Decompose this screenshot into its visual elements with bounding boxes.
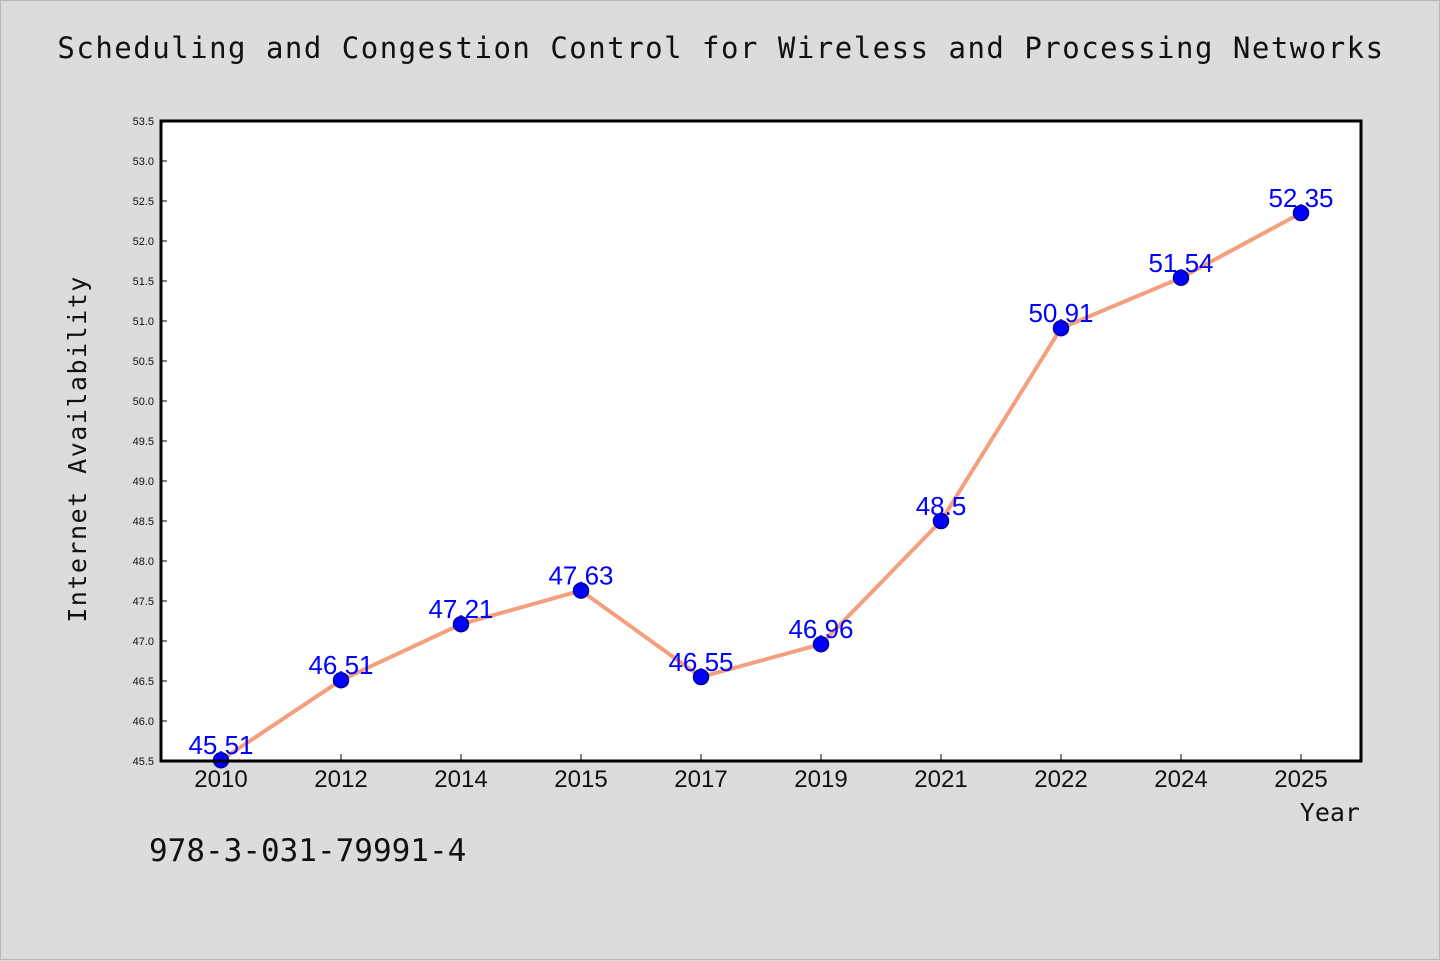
x-tick-label: 2024 bbox=[1154, 766, 1207, 793]
data-point bbox=[1292, 204, 1310, 222]
y-tick-label: 49.5 bbox=[133, 436, 154, 448]
y-tick-label: 48.5 bbox=[133, 516, 154, 528]
x-tick-label: 2015 bbox=[554, 766, 607, 793]
data-point bbox=[572, 582, 590, 599]
y-tick-label: 45.5 bbox=[133, 756, 154, 768]
data-label: 45.51 bbox=[188, 730, 253, 760]
data-point bbox=[692, 668, 710, 686]
y-tick-label: 53.0 bbox=[133, 156, 154, 168]
x-tick-label: 2017 bbox=[674, 766, 727, 793]
y-tick-label: 49.0 bbox=[133, 476, 154, 488]
data-label: 46.51 bbox=[308, 650, 373, 680]
y-tick-label: 52.0 bbox=[133, 236, 154, 248]
series-line bbox=[219, 211, 1303, 763]
y-tick-label: 48.0 bbox=[133, 556, 154, 568]
y-tick-label: 46.5 bbox=[133, 676, 154, 688]
x-tick-label: 2022 bbox=[1034, 766, 1087, 793]
y-tick-label: 51.5 bbox=[133, 276, 154, 288]
y-tick-label: 51.0 bbox=[133, 316, 154, 328]
data-label: 46.96 bbox=[788, 614, 853, 644]
plot-area bbox=[161, 121, 1361, 761]
y-axis-title: Internet Availability bbox=[63, 275, 92, 623]
y-tick-label: 47.0 bbox=[133, 636, 154, 648]
data-point bbox=[452, 615, 470, 633]
series-layer: 45.51 46.51 47.21 47.63 46.55 46.96 48.5 50.91 5… bbox=[188, 183, 1334, 769]
data-label: 51.54 bbox=[1148, 248, 1213, 278]
data-label: 47.21 bbox=[428, 594, 493, 624]
data-point bbox=[1052, 319, 1070, 337]
y-tick-label: 47.5 bbox=[133, 596, 154, 608]
y-tick-label: 50.5 bbox=[133, 356, 154, 368]
x-axis-ticks: 2010 2012 2014 2015 2017 2019 2021 2022 2024 2025 bbox=[194, 754, 1328, 793]
data-label: 47.63 bbox=[548, 561, 613, 591]
y-tick-label: 53.5 bbox=[133, 116, 154, 128]
x-tick-label: 2025 bbox=[1274, 766, 1327, 793]
data-label: 50.91 bbox=[1028, 298, 1093, 328]
y-tick-label: 52.5 bbox=[133, 196, 154, 208]
x-tick-label: 2019 bbox=[794, 766, 847, 793]
chart-title: Scheduling and Congestion Control for Wi… bbox=[57, 31, 1385, 65]
data-point bbox=[812, 635, 830, 653]
plot-frame bbox=[159, 119, 1363, 763]
data-point bbox=[332, 671, 350, 689]
isbn-text: 978-3-031-79991-4 bbox=[149, 833, 467, 869]
x-tick-label: 2012 bbox=[314, 766, 367, 793]
x-tick-label: 2021 bbox=[914, 766, 967, 793]
data-label: 48.5 bbox=[916, 491, 967, 521]
y-axis-ticks: 45.5 46.0 46.5 47.0 47.5 48.0 48.5 49.0 49.5 50.0… bbox=[133, 116, 167, 768]
data-point bbox=[1172, 269, 1190, 287]
x-tick-label: 2014 bbox=[434, 766, 487, 793]
data-label: 52.35 bbox=[1268, 183, 1333, 213]
x-tick-label: 2010 bbox=[194, 766, 247, 793]
y-tick-label: 46.0 bbox=[133, 716, 154, 728]
data-label: 46.55 bbox=[668, 647, 733, 677]
y-tick-label: 50.0 bbox=[133, 396, 154, 408]
data-point bbox=[932, 512, 950, 530]
x-axis-title: Year bbox=[1300, 798, 1360, 827]
